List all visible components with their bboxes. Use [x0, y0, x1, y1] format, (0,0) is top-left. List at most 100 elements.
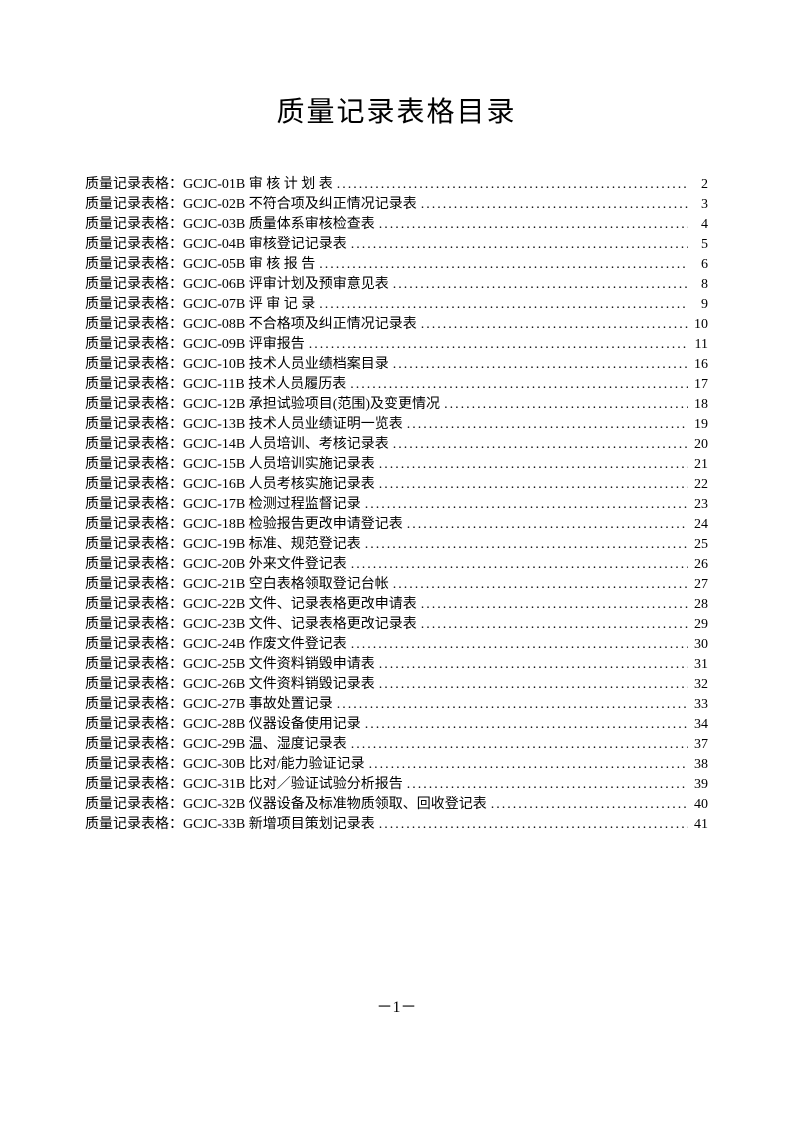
- toc-entry: 质量记录表格：GCJC-24B 作废文件登记表 30: [85, 635, 708, 655]
- toc-entry-page: 34: [688, 715, 708, 735]
- toc-entry-label: 质量记录表格：GCJC-20B 外来文件登记表: [85, 555, 347, 575]
- toc-leader-dots: [333, 695, 688, 715]
- toc-entry-label: 质量记录表格：GCJC-06B 评审计划及预审意见表: [85, 275, 389, 295]
- toc-entry-page: 20: [688, 435, 708, 455]
- toc-leader-dots: [361, 715, 688, 735]
- toc-entry-page: 28: [688, 595, 708, 615]
- toc-entry-page: 4: [688, 215, 708, 235]
- toc-entry-page: 30: [688, 635, 708, 655]
- toc-entry: 质量记录表格：GCJC-33B 新增项目策划记录表 41: [85, 815, 708, 835]
- toc-entry-label: 质量记录表格：GCJC-14B 人员培训、考核记录表: [85, 435, 389, 455]
- toc-entry: 质量记录表格：GCJC-09B 评审报告 11: [85, 335, 708, 355]
- toc-entry-page: 23: [688, 495, 708, 515]
- toc-entry: 质量记录表格：GCJC-28B 仪器设备使用记录 34: [85, 715, 708, 735]
- toc-entry: 质量记录表格：GCJC-25B 文件资料销毁申请表 31: [85, 655, 708, 675]
- toc-entry: 质量记录表格：GCJC-14B 人员培训、考核记录表 20: [85, 435, 708, 455]
- toc-entry-label: 质量记录表格：GCJC-07B 评 审 记 录: [85, 295, 315, 315]
- toc-entry: 质量记录表格：GCJC-04B 审核登记记录表 5: [85, 235, 708, 255]
- toc-entry-page: 27: [688, 575, 708, 595]
- toc-entry: 质量记录表格：GCJC-31B 比对／验证试验分析报告 39: [85, 775, 708, 795]
- toc-entry-page: 9: [688, 295, 708, 315]
- toc-entry: 质量记录表格：GCJC-15B 人员培训实施记录表 21: [85, 455, 708, 475]
- toc-entry-page: 25: [688, 535, 708, 555]
- toc-entry: 质量记录表格：GCJC-18B 检验报告更改申请登记表 24: [85, 515, 708, 535]
- toc-entry-page: 32: [688, 675, 708, 695]
- toc-leader-dots: [347, 235, 688, 255]
- toc-leader-dots: [389, 275, 688, 295]
- toc-entry-label: 质量记录表格：GCJC-24B 作废文件登记表: [85, 635, 347, 655]
- toc-entry-page: 29: [688, 615, 708, 635]
- toc-entry: 质量记录表格：GCJC-11B 技术人员履历表 17: [85, 375, 708, 395]
- toc-entry-label: 质量记录表格：GCJC-27B 事故处置记录: [85, 695, 333, 715]
- toc-entry-page: 21: [688, 455, 708, 475]
- toc-entry-label: 质量记录表格：GCJC-19B 标准、规范登记表: [85, 535, 361, 555]
- toc-entry-label: 质量记录表格：GCJC-23B 文件、记录表格更改记录表: [85, 615, 417, 635]
- toc-entry: 质量记录表格：GCJC-30B 比对/能力验证记录 38: [85, 755, 708, 775]
- toc-leader-dots: [347, 635, 688, 655]
- toc-leader-dots: [361, 535, 688, 555]
- toc-entry: 质量记录表格：GCJC-08B 不合格项及纠正情况记录表 10: [85, 315, 708, 335]
- toc-entry: 质量记录表格：GCJC-01B 审 核 计 划 表 2: [85, 175, 708, 195]
- toc-leader-dots: [333, 175, 688, 195]
- toc-entry-label: 质量记录表格：GCJC-04B 审核登记记录表: [85, 235, 347, 255]
- toc-entry-page: 26: [688, 555, 708, 575]
- toc-leader-dots: [389, 355, 688, 375]
- toc-entry-page: 17: [688, 375, 708, 395]
- toc-entry-page: 10: [688, 315, 708, 335]
- toc-entry-page: 33: [688, 695, 708, 715]
- toc-entry-label: 质量记录表格：GCJC-32B 仪器设备及标准物质领取、回收登记表: [85, 795, 487, 815]
- toc-entry-label: 质量记录表格：GCJC-17B 检测过程监督记录: [85, 495, 361, 515]
- toc-entry-page: 3: [688, 195, 708, 215]
- toc-leader-dots: [305, 335, 688, 355]
- toc-entry: 质量记录表格：GCJC-26B 文件资料销毁记录表 32: [85, 675, 708, 695]
- toc-leader-dots: [347, 735, 688, 755]
- toc-leader-dots: [315, 255, 688, 275]
- toc-entry-page: 38: [688, 755, 708, 775]
- toc-entry-page: 11: [688, 335, 708, 355]
- toc-entry: 质量记录表格：GCJC-06B 评审计划及预审意见表 8: [85, 275, 708, 295]
- toc-leader-dots: [375, 655, 688, 675]
- toc-leader-dots: [315, 295, 688, 315]
- page-number: －1－: [0, 993, 793, 1017]
- toc-entry-label: 质量记录表格：GCJC-31B 比对／验证试验分析报告: [85, 775, 403, 795]
- toc-leader-dots: [346, 375, 688, 395]
- toc-entry-page: 24: [688, 515, 708, 535]
- toc-entry: 质量记录表格：GCJC-29B 温、湿度记录表 37: [85, 735, 708, 755]
- toc-leader-dots: [375, 215, 688, 235]
- toc-entry-label: 质量记录表格：GCJC-29B 温、湿度记录表: [85, 735, 347, 755]
- toc-entry: 质量记录表格：GCJC-22B 文件、记录表格更改申请表 28: [85, 595, 708, 615]
- toc-entry-label: 质量记录表格：GCJC-02B 不符合项及纠正情况记录表: [85, 195, 417, 215]
- toc-entry: 质量记录表格：GCJC-02B 不符合项及纠正情况记录表 3: [85, 195, 708, 215]
- toc-entry: 质量记录表格：GCJC-05B 审 核 报 告 6: [85, 255, 708, 275]
- toc-entry-label: 质量记录表格：GCJC-30B 比对/能力验证记录: [85, 755, 365, 775]
- toc-entry-page: 16: [688, 355, 708, 375]
- toc-entry-label: 质量记录表格：GCJC-15B 人员培训实施记录表: [85, 455, 375, 475]
- toc-entry-label: 质量记录表格：GCJC-22B 文件、记录表格更改申请表: [85, 595, 417, 615]
- toc-entry-label: 质量记录表格：GCJC-21B 空白表格领取登记台帐: [85, 575, 389, 595]
- toc-entry-label: 质量记录表格：GCJC-13B 技术人员业绩证明一览表: [85, 415, 403, 435]
- toc-entry-label: 质量记录表格：GCJC-11B 技术人员履历表: [85, 375, 346, 395]
- toc-entry: 质量记录表格：GCJC-27B 事故处置记录 33: [85, 695, 708, 715]
- toc-entry-page: 37: [688, 735, 708, 755]
- toc-entry-label: 质量记录表格：GCJC-05B 审 核 报 告: [85, 255, 315, 275]
- toc-leader-dots: [375, 815, 688, 835]
- toc-entry: 质量记录表格：GCJC-17B 检测过程监督记录 23: [85, 495, 708, 515]
- toc-entry: 质量记录表格：GCJC-21B 空白表格领取登记台帐 27: [85, 575, 708, 595]
- toc-entry-label: 质量记录表格：GCJC-33B 新增项目策划记录表: [85, 815, 375, 835]
- toc-leader-dots: [389, 435, 688, 455]
- toc-entry: 质量记录表格：GCJC-32B 仪器设备及标准物质领取、回收登记表 40: [85, 795, 708, 815]
- toc-leader-dots: [389, 575, 688, 595]
- toc-entry: 质量记录表格：GCJC-16B 人员考核实施记录表 22: [85, 475, 708, 495]
- toc-entry-page: 22: [688, 475, 708, 495]
- toc-entry-label: 质量记录表格：GCJC-10B 技术人员业绩档案目录: [85, 355, 389, 375]
- toc-entry-page: 18: [688, 395, 708, 415]
- toc-entry-label: 质量记录表格：GCJC-12B 承担试验项目(范围)及变更情况: [85, 395, 440, 415]
- toc-entry-label: 质量记录表格：GCJC-09B 评审报告: [85, 335, 305, 355]
- toc-entry-label: 质量记录表格：GCJC-08B 不合格项及纠正情况记录表: [85, 315, 417, 335]
- toc-entry-label: 质量记录表格：GCJC-25B 文件资料销毁申请表: [85, 655, 375, 675]
- toc-entry-label: 质量记录表格：GCJC-18B 检验报告更改申请登记表: [85, 515, 403, 535]
- toc-leader-dots: [417, 595, 688, 615]
- toc-entry-label: 质量记录表格：GCJC-26B 文件资料销毁记录表: [85, 675, 375, 695]
- toc-leader-dots: [375, 475, 688, 495]
- toc-entry: 质量记录表格：GCJC-07B 评 审 记 录 9: [85, 295, 708, 315]
